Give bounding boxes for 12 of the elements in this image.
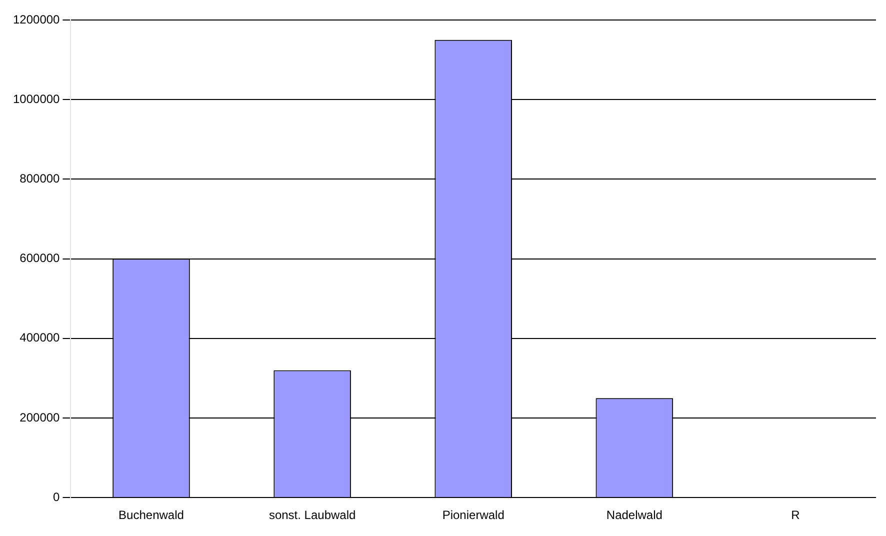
y-tick-label: 200000: [20, 410, 60, 424]
x-tick-label: R: [791, 508, 800, 522]
y-tick-label: 1000000: [13, 92, 60, 106]
x-tick-label: Pionierwald: [442, 508, 504, 522]
y-tick-label: 600000: [20, 251, 60, 266]
y-tick-label: 1200000: [13, 12, 60, 26]
y-tick-label: 0: [53, 490, 60, 504]
x-tick-label: Nadelwald: [606, 508, 662, 522]
y-tick-label: 800000: [20, 172, 60, 186]
x-tick-label: sonst. Laubwald: [268, 508, 356, 522]
x-tick-label: Buchenwald: [118, 508, 184, 522]
y-tick-label: 400000: [20, 330, 60, 345]
